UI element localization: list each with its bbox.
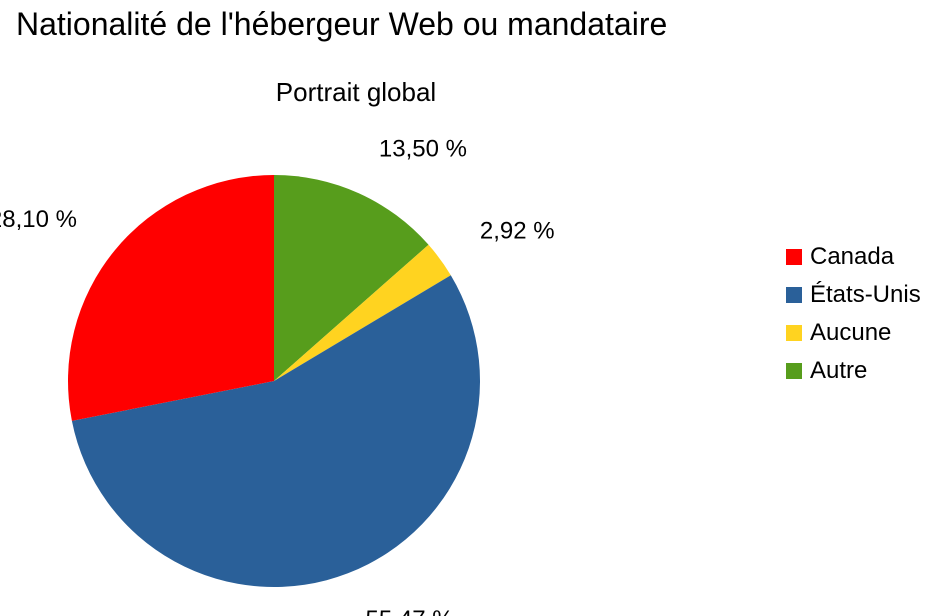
legend-label-aucune: Aucune bbox=[810, 319, 892, 346]
legend-swatch-etats-unis bbox=[786, 287, 802, 303]
legend-item-aucune: Aucune bbox=[786, 314, 921, 352]
legend-label-autre: Autre bbox=[810, 357, 868, 384]
page-title: Nationalité de l'hébergeur Web ou mandat… bbox=[16, 6, 668, 42]
data-label-autre: 13,50 % bbox=[379, 136, 467, 163]
legend-label-canada: Canada bbox=[810, 243, 895, 270]
data-label-etats-unis: 55,47 % bbox=[366, 606, 454, 616]
legend-item-etats-unis: États-Unis bbox=[786, 276, 921, 314]
chart-legend: Canada États-Unis Aucune Autre bbox=[786, 238, 921, 390]
data-label-canada: 28,10 % bbox=[0, 206, 77, 233]
data-label-aucune: 2,92 % bbox=[480, 218, 555, 245]
legend-swatch-canada bbox=[786, 249, 802, 265]
legend-swatch-aucune bbox=[786, 325, 802, 341]
pie-slice-canada bbox=[67, 175, 274, 421]
legend-label-etats-unis: États-Unis bbox=[810, 281, 921, 308]
legend-item-canada: Canada bbox=[786, 238, 921, 276]
legend-swatch-autre bbox=[786, 363, 802, 379]
pie-slice-aucune bbox=[274, 244, 451, 381]
legend-item-autre: Autre bbox=[786, 352, 921, 390]
pie-slice-autre bbox=[274, 175, 429, 381]
pie-slice-etats-unis bbox=[71, 275, 480, 588]
chart-title: Portrait global bbox=[275, 77, 437, 107]
